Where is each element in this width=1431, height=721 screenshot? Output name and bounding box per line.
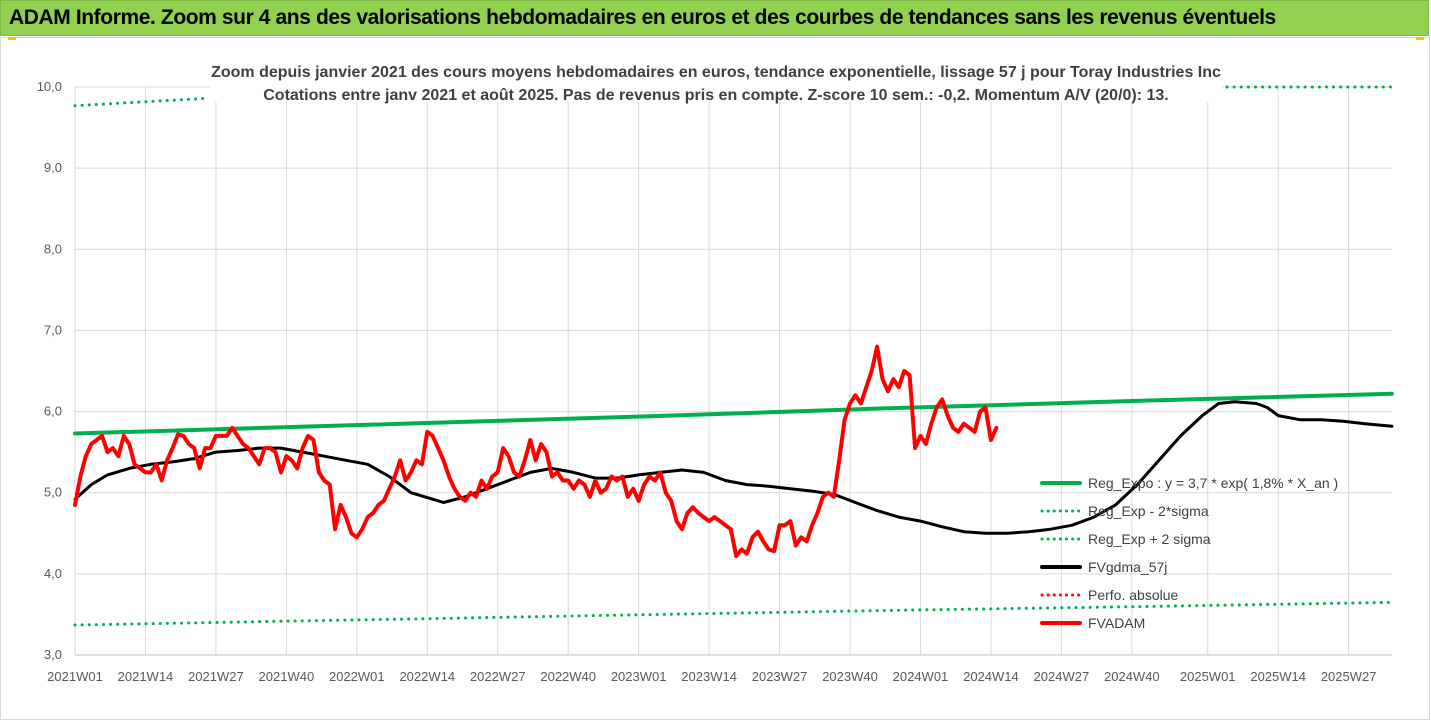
frame-corner-mark-right bbox=[1416, 37, 1424, 40]
x-tick-label: 2025W14 bbox=[1250, 669, 1306, 684]
x-tick-label: 2022W14 bbox=[399, 669, 455, 684]
chart-frame bbox=[0, 37, 1430, 720]
title-background bbox=[210, 56, 1222, 102]
y-tick-label: 9,0 bbox=[44, 160, 62, 175]
series-layer bbox=[73, 85, 1394, 627]
series-line-1 bbox=[73, 600, 1394, 627]
x-tick-label: 2024W01 bbox=[893, 669, 949, 684]
x-tick-label: 2023W40 bbox=[822, 669, 878, 684]
x-tick-label: 2023W01 bbox=[611, 669, 667, 684]
x-tick-label: 2021W01 bbox=[47, 669, 103, 684]
x-tick-label: 2022W27 bbox=[470, 669, 526, 684]
series-line-3 bbox=[73, 400, 1394, 535]
y-tick-label: 10,0 bbox=[37, 79, 62, 94]
legend: Reg_Expo : y = 3,7 * exp( 1,8% * X_an ) R… bbox=[1040, 475, 1338, 631]
series-line-0 bbox=[73, 391, 1394, 436]
y-tick-label: 6,0 bbox=[44, 404, 62, 419]
y-tick-label: 8,0 bbox=[44, 241, 62, 256]
x-tick-label: 2023W14 bbox=[681, 669, 737, 684]
x-tick-label: 2022W40 bbox=[540, 669, 596, 684]
x-tick-label: 2021W14 bbox=[118, 669, 174, 684]
legend-label-0: Reg_Expo : y = 3,7 * exp( 1,8% * X_an ) bbox=[1088, 475, 1338, 491]
y-tick-label: 4,0 bbox=[44, 566, 62, 581]
legend-label-1: Reg_Exp - 2*sigma bbox=[1088, 503, 1209, 519]
chart-title: Zoom depuis janvier 2021 des cours moyen… bbox=[211, 64, 1221, 81]
series-line-2 bbox=[73, 96, 207, 108]
y-tick-label: 7,0 bbox=[44, 322, 62, 337]
x-tick-label: 2022W01 bbox=[329, 669, 385, 684]
series-line-4 bbox=[73, 344, 999, 558]
y-tick-label: 3,0 bbox=[44, 647, 62, 662]
gridlines bbox=[74, 86, 1392, 656]
legend-label-3: FVgdma_57j bbox=[1088, 559, 1167, 575]
report-title: ADAM Informe. Zoom sur 4 ans des valoris… bbox=[9, 6, 1276, 29]
x-tick-label: 2025W27 bbox=[1321, 669, 1377, 684]
x-tick-label: 2024W14 bbox=[963, 669, 1019, 684]
frame-corner-mark-left bbox=[8, 37, 16, 40]
axes: 3,0 4,0 5,0 6,0 7,0 8,0 9,0 10,0 2021W01 2021W14 2… bbox=[37, 79, 1392, 684]
y-tick-label: 5,0 bbox=[44, 485, 62, 500]
x-tick-label: 2024W40 bbox=[1104, 669, 1160, 684]
legend-label-4: Perfo. absolue bbox=[1088, 587, 1178, 603]
x-tick-label: 2023W27 bbox=[752, 669, 808, 684]
x-tick-label: 2021W27 bbox=[188, 669, 244, 684]
report-banner: ADAM Informe. Zoom sur 4 ans des valoris… bbox=[0, 0, 1429, 36]
chart-subtitle: Cotations entre janv 2021 et août 2025. … bbox=[263, 87, 1169, 104]
legend-label-2: Reg_Exp + 2 sigma bbox=[1088, 531, 1211, 547]
x-tick-label: 2025W01 bbox=[1180, 669, 1236, 684]
x-tick-label: 2024W27 bbox=[1034, 669, 1090, 684]
legend-label-5: FVADAM bbox=[1088, 615, 1145, 631]
x-tick-label: 2021W40 bbox=[259, 669, 315, 684]
